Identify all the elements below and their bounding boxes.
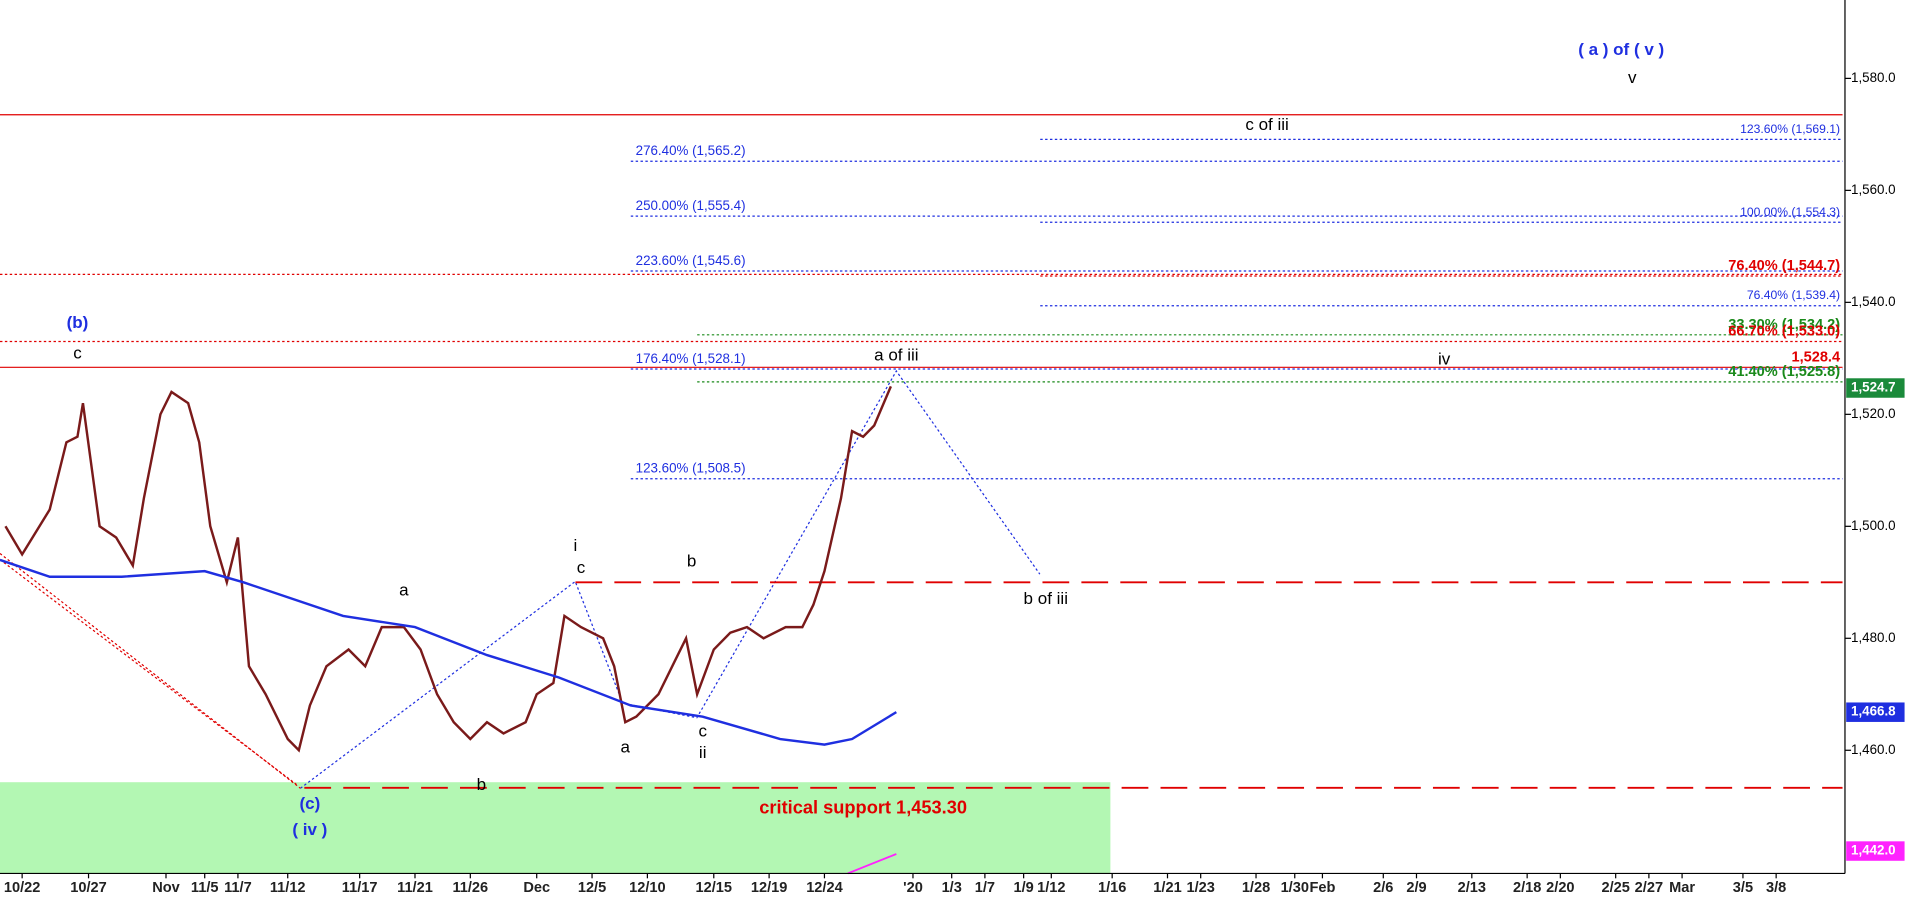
x-tick-label: 2/13 xyxy=(1458,880,1486,896)
level-label: 123.60% (1,508.5) xyxy=(636,461,746,476)
level-label: 66.70% (1,533.0) xyxy=(1728,324,1840,340)
x-tick-label: 11/26 xyxy=(452,880,488,896)
wave-path xyxy=(0,553,301,789)
level-label: 76.40% (1,544.7) xyxy=(1728,258,1840,274)
x-tick-label: 11/5 xyxy=(191,880,219,896)
y-tick-label: 1,520.0 xyxy=(1851,406,1896,421)
level-label: 223.60% (1,545.6) xyxy=(636,253,746,268)
y-tick-label: 1,480.0 xyxy=(1851,630,1896,645)
price-tag-label: 1,466.8 xyxy=(1851,704,1896,719)
wave-label: a of iii xyxy=(874,346,918,365)
x-tick-label: 11/21 xyxy=(397,880,433,896)
price-tag xyxy=(1846,378,1905,398)
price-tag xyxy=(1846,841,1905,861)
x-tick-label: 12/5 xyxy=(578,880,606,896)
y-tick-label: 1,460.0 xyxy=(1851,742,1896,757)
wave-path xyxy=(300,369,1041,789)
support-zone xyxy=(0,782,1111,874)
level-label: 276.40% (1,565.2) xyxy=(636,143,746,158)
x-tick-label: 2/25 xyxy=(1601,880,1629,896)
x-tick-label: 1/3 xyxy=(942,880,962,896)
x-tick-label: Nov xyxy=(152,880,180,896)
level-label: 123.60% (1,569.1) xyxy=(1740,122,1840,136)
x-tick-label: 10/27 xyxy=(70,880,106,896)
wave-label: c of iii xyxy=(1245,115,1288,134)
price-tag-label: 1,442.0 xyxy=(1851,843,1896,858)
level-label: 76.40% (1,539.4) xyxy=(1747,288,1840,302)
level-label: 33.30% (1,534.2) xyxy=(1728,317,1840,333)
wave-label: b xyxy=(687,552,696,571)
wave-label: i xyxy=(574,536,578,555)
x-tick-label: 1/28 xyxy=(1242,880,1270,896)
wave-label: v xyxy=(1628,68,1637,87)
x-tick-label: 3/5 xyxy=(1733,880,1753,896)
x-tick-label: 12/19 xyxy=(751,880,787,896)
wave-label: a xyxy=(621,738,631,757)
x-tick-label: 1/12 xyxy=(1037,880,1065,896)
x-tick-label: 10/22 xyxy=(4,880,40,896)
x-tick-label: 1/21 xyxy=(1153,880,1181,896)
x-tick-label: 11/12 xyxy=(270,880,306,896)
wave-label: c xyxy=(577,558,586,577)
level-label: 176.40% (1,528.1) xyxy=(636,351,746,366)
x-tick-label: 11/17 xyxy=(342,880,378,896)
level-label: 100.00% (1,554.3) xyxy=(1740,205,1840,219)
indicator-line xyxy=(847,853,897,875)
wave-label: (b) xyxy=(67,313,89,332)
wave-label: ( iv ) xyxy=(292,820,327,839)
level-label: 250.00% (1,555.4) xyxy=(636,198,746,213)
x-tick-label: 1/16 xyxy=(1098,880,1126,896)
price-line xyxy=(4,385,892,753)
price-tag xyxy=(1846,702,1905,722)
y-tick-label: 1,500.0 xyxy=(1851,518,1896,533)
x-tick-label: 2/27 xyxy=(1635,880,1663,896)
x-tick-label: 12/15 xyxy=(696,880,732,896)
y-tick-label: 1,540.0 xyxy=(1851,294,1896,309)
price-line xyxy=(0,558,897,746)
wave-label: c xyxy=(698,721,707,740)
wave-label: ( a ) of ( v ) xyxy=(1578,40,1664,59)
wave-label: a xyxy=(399,581,409,600)
x-tick-label: 1/30 xyxy=(1281,880,1309,896)
x-tick-label: 3/8 xyxy=(1766,880,1786,896)
wave-label: b xyxy=(477,775,486,794)
x-tick-label: Mar xyxy=(1669,880,1695,896)
wave-label: critical support 1,453.30 xyxy=(759,796,967,817)
x-tick-label: 2/9 xyxy=(1406,880,1426,896)
x-tick-label: 12/10 xyxy=(629,880,665,896)
wave-label: iv xyxy=(1438,350,1451,369)
x-tick-label: 1/7 xyxy=(975,880,995,896)
x-tick-label: 2/18 xyxy=(1513,880,1541,896)
x-tick-label: 2/20 xyxy=(1546,880,1574,896)
x-tick-label: '20 xyxy=(903,880,923,896)
wave-label: c xyxy=(73,343,82,362)
wave-path xyxy=(0,559,298,786)
y-tick-label: 1,580.0 xyxy=(1851,70,1896,85)
wave-label: ii xyxy=(699,743,707,762)
price-tag-label: 1,524.7 xyxy=(1851,380,1896,395)
x-tick-label: 1/23 xyxy=(1187,880,1215,896)
wave-label: b of iii xyxy=(1024,589,1068,608)
level-label: 41.40% (1,525.8) xyxy=(1728,364,1840,380)
x-tick-label: 2/6 xyxy=(1373,880,1393,896)
x-tick-label: 11/7 xyxy=(224,880,252,896)
x-tick-label: 12/24 xyxy=(806,880,843,896)
x-tick-label: 1/9 xyxy=(1014,880,1034,896)
y-tick-label: 1,560.0 xyxy=(1851,182,1896,197)
x-tick-label: Feb xyxy=(1309,880,1335,896)
wave-label: (c) xyxy=(299,794,320,813)
x-tick-label: Dec xyxy=(523,880,550,896)
level-label: 1,528.4 xyxy=(1791,349,1841,365)
